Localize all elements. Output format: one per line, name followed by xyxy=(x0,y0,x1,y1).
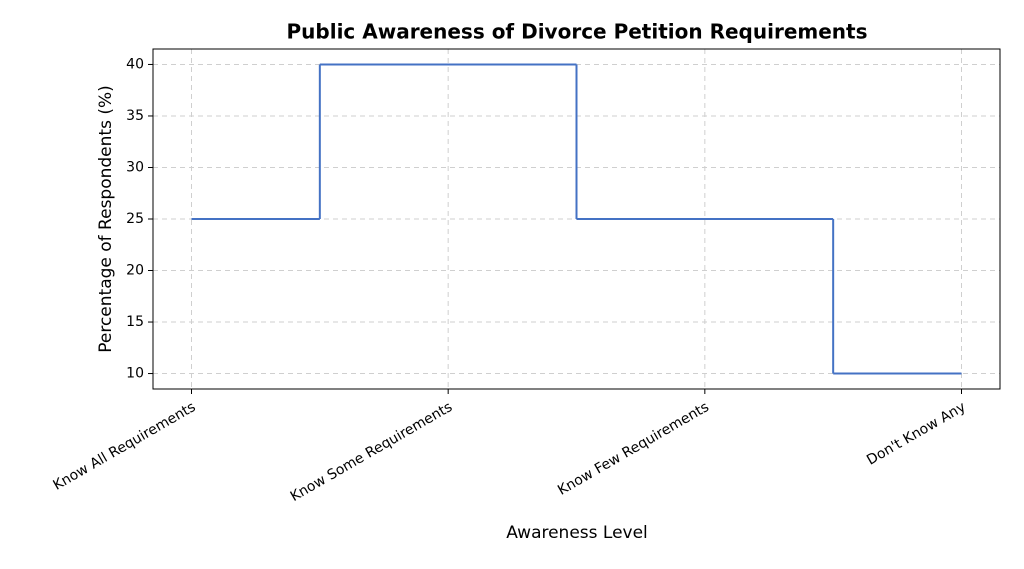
x-axis-label: Awareness Level xyxy=(506,523,648,543)
x-tick-label: Know Some Requirements xyxy=(288,399,455,505)
y-tick-label: 40 xyxy=(126,56,144,72)
x-tick-label: Know All Requirements xyxy=(51,399,199,494)
y-tick-label: 30 xyxy=(126,159,144,175)
y-tick-label: 35 xyxy=(126,108,144,124)
y-tick-label: 25 xyxy=(126,211,144,227)
y-tick-label: 10 xyxy=(126,366,144,382)
y-tick-label: 15 xyxy=(126,314,144,330)
x-tick-label: Know Few Requirements xyxy=(555,399,712,499)
y-axis-label: Percentage of Respondents (%) xyxy=(96,85,116,353)
x-tick-label: Don't Know Any xyxy=(864,399,968,468)
y-tick-label: 20 xyxy=(126,263,144,279)
chart-title: Public Awareness of Divorce Petition Req… xyxy=(287,20,868,44)
plot-frame xyxy=(152,48,1001,390)
